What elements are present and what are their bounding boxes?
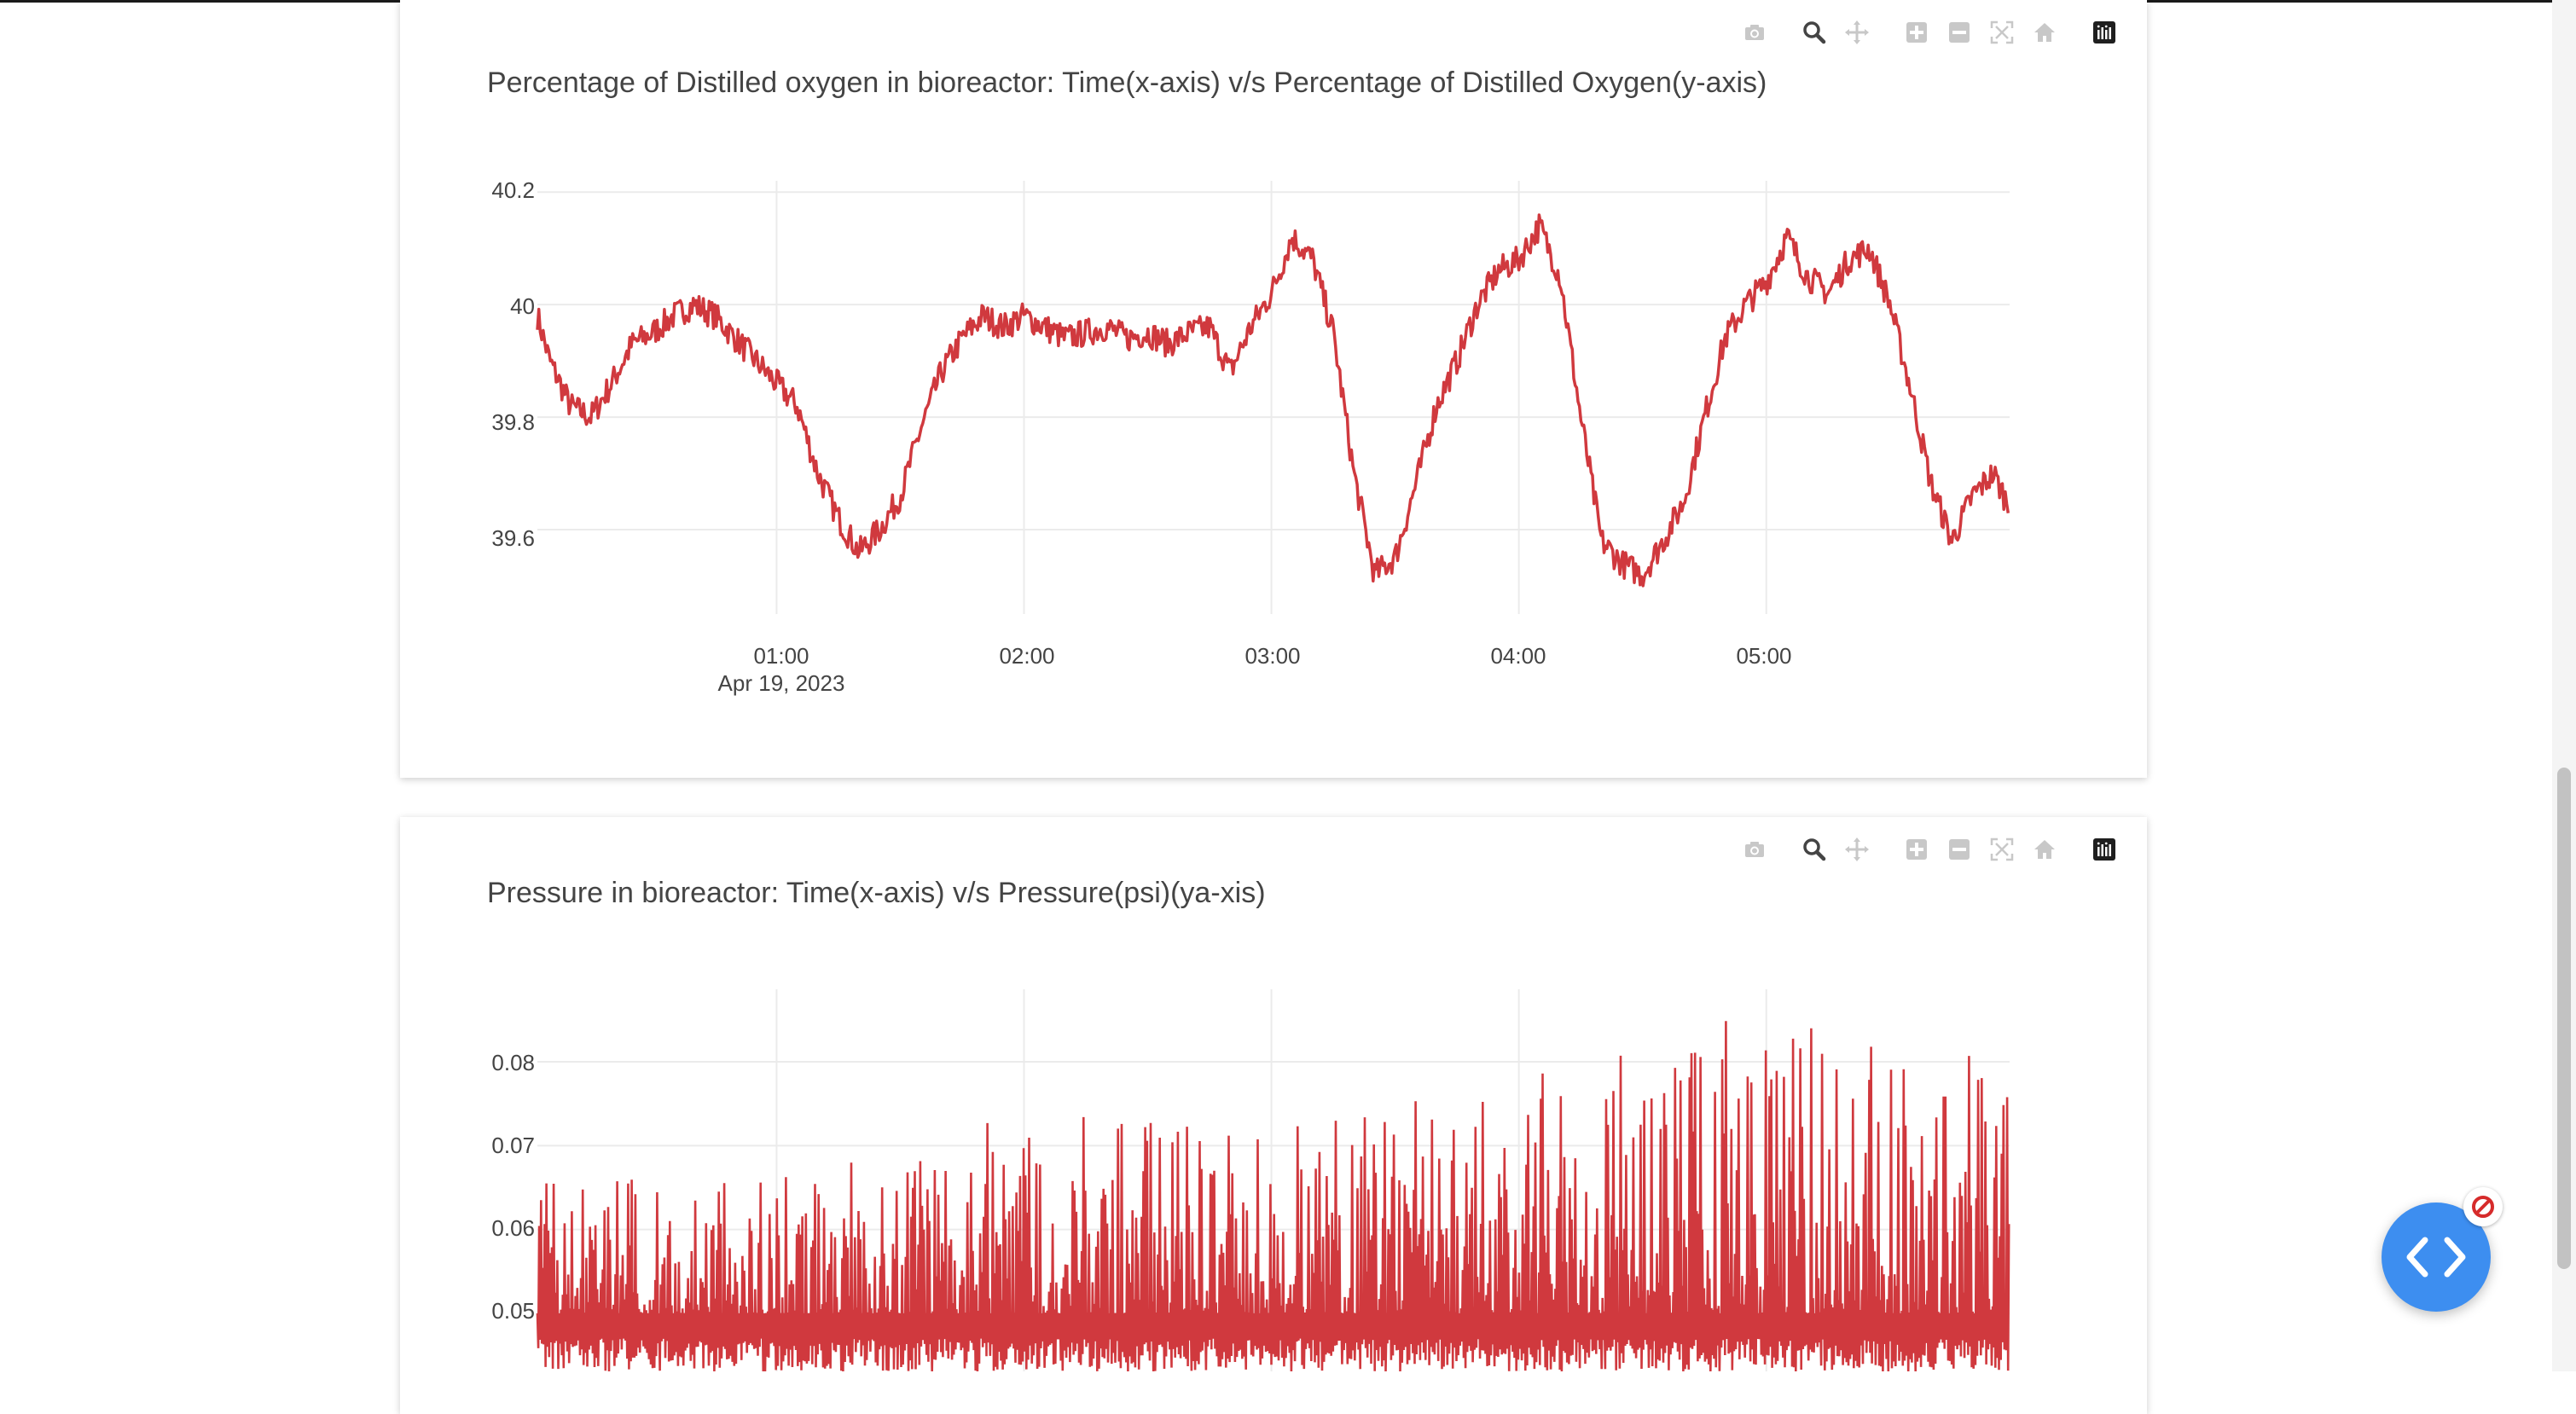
modebar: [1736, 15, 2123, 49]
blocked-badge[interactable]: [2463, 1187, 2503, 1226]
reset-home-icon[interactable]: [2026, 15, 2063, 49]
camera-icon[interactable]: [1736, 832, 1773, 866]
chart-title-oxygen: Percentage of Distilled oxygen in biorea…: [487, 67, 1767, 99]
zoom-out-icon[interactable]: [1941, 15, 1978, 49]
y-tick-label: 40.2: [491, 177, 535, 203]
scrollbar-track[interactable]: [2552, 0, 2576, 1371]
y-tick-label: 40: [510, 293, 535, 319]
oxygen-trace: [536, 213, 2010, 588]
x-tick-label: 04:00: [1490, 643, 1546, 669]
x-date-label: Apr 19, 2023: [718, 670, 845, 696]
y-tick-label: 0.06: [491, 1215, 535, 1241]
oxygen-series-line: [536, 213, 2010, 588]
pan-icon[interactable]: [1838, 832, 1876, 866]
y-tick-label: 39.8: [491, 409, 535, 435]
zoom-in-icon[interactable]: [1898, 15, 1935, 49]
pan-icon[interactable]: [1838, 15, 1876, 49]
x-tick-label: 05:00: [1736, 643, 1791, 669]
zoom-icon[interactable]: [1796, 832, 1833, 866]
y-tick-label: 0.05: [491, 1298, 535, 1324]
plot-area[interactable]: 40.2 40 39.8 39.6 01:00 02:00 03:00 04:0…: [0, 0, 2576, 1371]
zoom-icon[interactable]: [1796, 15, 1833, 49]
code-brackets-icon: [2406, 1237, 2466, 1278]
plotly-logo-icon[interactable]: [2086, 832, 2123, 866]
chart-title-pressure: Pressure in bioreactor: Time(x-axis) v/s…: [487, 877, 1266, 909]
pressure-trace: [536, 1021, 2010, 1371]
chart-card-oxygen: [400, 0, 2147, 778]
y-tick-label: 0.08: [491, 1050, 535, 1075]
oxygen-gridlines: [537, 181, 2010, 614]
y-tick-label: 39.6: [491, 525, 535, 551]
plotly-logo-icon[interactable]: [2086, 15, 2123, 49]
y-tick-label: 0.07: [491, 1133, 535, 1158]
x-tick-label: 02:00: [999, 643, 1054, 669]
autoscale-icon[interactable]: [1983, 832, 2021, 866]
pressure-series-line: [536, 1021, 2010, 1371]
camera-icon[interactable]: [1736, 15, 1773, 49]
blocked-icon: [2472, 1196, 2494, 1218]
modebar: [1736, 832, 2123, 866]
scrollbar-thumb[interactable]: [2557, 768, 2571, 1269]
x-tick-label: 03:00: [1244, 643, 1300, 669]
zoom-in-icon[interactable]: [1898, 832, 1935, 866]
reset-home-icon[interactable]: [2026, 832, 2063, 866]
autoscale-icon[interactable]: [1983, 15, 2021, 49]
zoom-out-icon[interactable]: [1941, 832, 1978, 866]
x-tick-label: 01:00: [753, 643, 809, 669]
